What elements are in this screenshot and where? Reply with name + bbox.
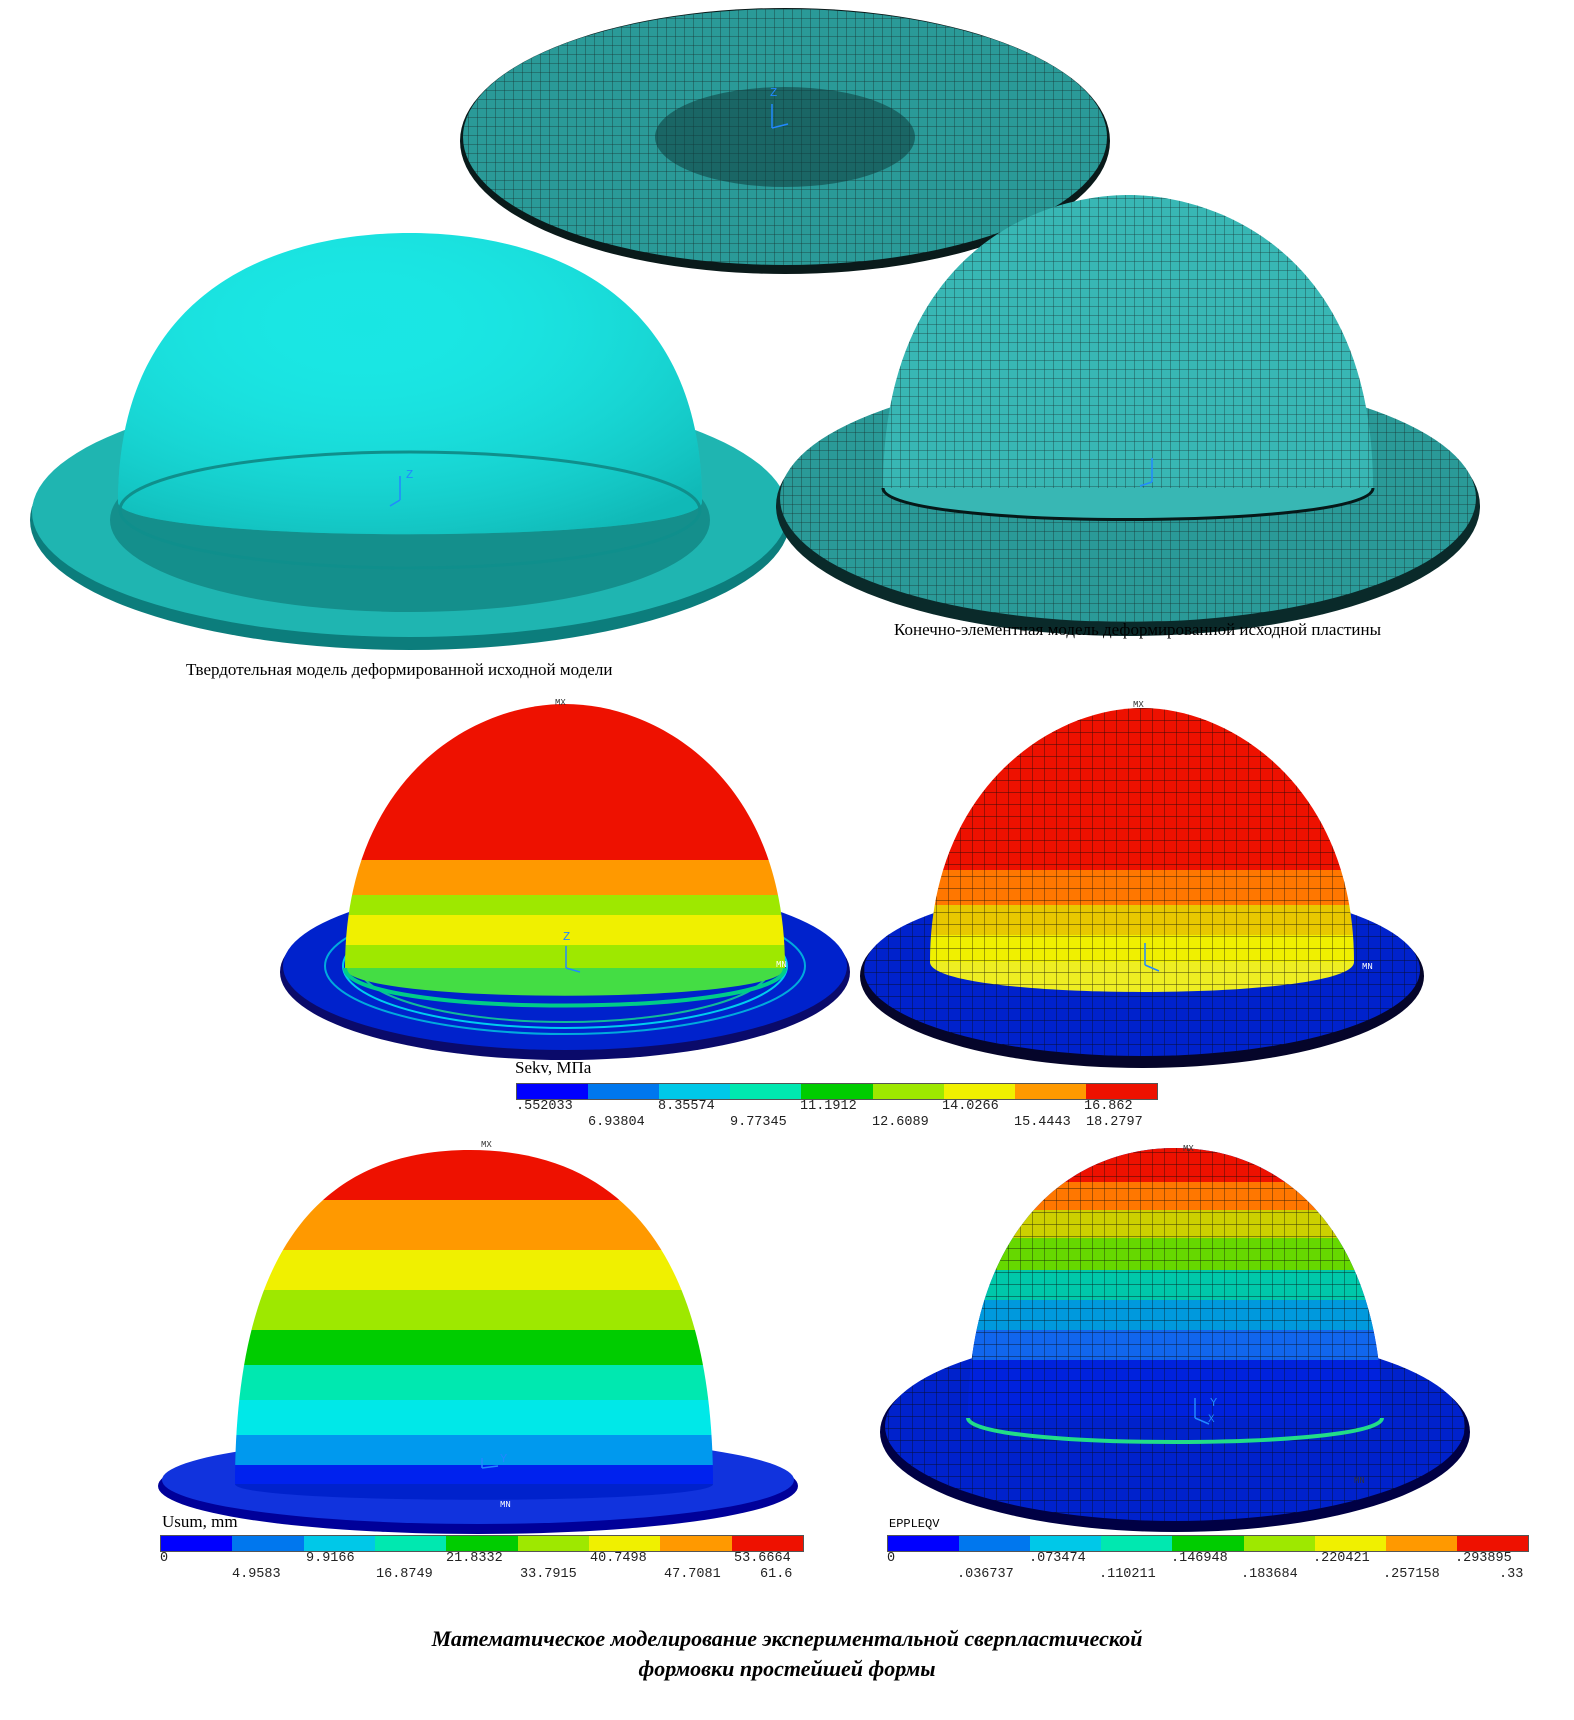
axis-x-label: X <box>1208 1414 1215 1426</box>
usum-lower-label: 33.7915 <box>520 1567 577 1582</box>
eppleqv-color-bar <box>887 1535 1529 1552</box>
stress-solid-dome <box>280 704 850 1060</box>
mx-marker: MX <box>1133 700 1144 710</box>
figure-caption: Математическое моделирование эксперимент… <box>0 1624 1574 1684</box>
figure-caption-line1: Математическое моделирование эксперимент… <box>431 1626 1143 1651</box>
mn-marker: MN <box>1362 962 1373 972</box>
usum-lower-label: 47.7081 <box>664 1567 721 1582</box>
sekv-color-bar <box>516 1083 1158 1100</box>
eppleqv-legend-title: EPPLEQV <box>889 1517 940 1531</box>
axis-y-label: Y <box>500 1452 508 1466</box>
sekv-upper-label: 14.0266 <box>942 1099 999 1114</box>
axis-z-label: Z <box>406 468 414 482</box>
usum-upper-label: 9.9166 <box>306 1551 355 1566</box>
displacement-solid-dome <box>158 1150 798 1534</box>
usum-upper-label: 40.7498 <box>590 1551 647 1566</box>
sekv-lower-label: 6.93804 <box>588 1115 645 1130</box>
strain-fe-dome <box>880 1148 1470 1532</box>
eppleqv-upper-label: .146948 <box>1171 1551 1228 1566</box>
mn-marker: MN <box>1354 1476 1365 1486</box>
coordinate-triads <box>389 104 1210 1469</box>
mx-marker: MX <box>1183 1144 1194 1154</box>
sekv-upper-label: 11.1912 <box>800 1099 857 1114</box>
eppleqv-lower-label: .257158 <box>1383 1567 1440 1582</box>
flat-blank-mesh-model <box>460 8 1110 274</box>
solid-model-dome <box>30 233 790 650</box>
usum-upper-label: 0 <box>160 1551 169 1566</box>
axis-y-label: Y <box>1210 1396 1218 1410</box>
mx-marker: MX <box>555 698 566 708</box>
usum-color-bar <box>160 1535 804 1552</box>
usum-upper-label: 21.8332 <box>446 1551 503 1566</box>
eppleqv-lower-label: .183684 <box>1241 1567 1298 1582</box>
mx-marker: MX <box>481 1140 492 1150</box>
stress-fe-dome <box>860 708 1424 1068</box>
eppleqv-upper-label: .073474 <box>1029 1551 1086 1566</box>
usum-lower-label: 61.6 <box>760 1567 793 1582</box>
eppleqv-lower-label: .33 <box>1499 1567 1524 1582</box>
usum-lower-label: 4.9583 <box>232 1567 281 1582</box>
usum-lower-label: 16.8749 <box>376 1567 433 1582</box>
usum-upper-label: 53.6664 <box>734 1551 791 1566</box>
sekv-legend-title: Sekv, МПа <box>515 1058 592 1077</box>
sekv-lower-label: 15.4443 <box>1014 1115 1071 1130</box>
figure-caption-line2: формовки простейшей формы <box>638 1656 936 1681</box>
mn-marker: MN <box>776 960 787 970</box>
eppleqv-upper-label: .220421 <box>1313 1551 1370 1566</box>
sekv-upper-label: .552033 <box>516 1099 573 1114</box>
eppleqv-upper-label: .293895 <box>1455 1551 1512 1566</box>
usum-legend-title: Usum, mm <box>162 1512 238 1531</box>
axis-z-label: Z <box>770 86 778 100</box>
eppleqv-lower-label: .110211 <box>1099 1567 1156 1582</box>
eppleqv-upper-label: 0 <box>887 1551 896 1566</box>
solid-model-caption: Твердотельная модель деформированной исх… <box>186 660 613 679</box>
sekv-lower-label: 18.2797 <box>1086 1115 1143 1130</box>
axis-z-label: Z <box>563 930 571 944</box>
fe-model-caption: Конечно-элементная модель деформированно… <box>894 620 1382 639</box>
sekv-upper-label: 16.862 <box>1084 1099 1133 1114</box>
sekv-lower-label: 9.77345 <box>730 1115 787 1130</box>
eppleqv-lower-label: .036737 <box>957 1567 1014 1582</box>
sekv-lower-label: 12.6089 <box>872 1115 929 1130</box>
sekv-upper-label: 8.35574 <box>658 1099 715 1114</box>
mn-marker: MN <box>500 1500 511 1510</box>
